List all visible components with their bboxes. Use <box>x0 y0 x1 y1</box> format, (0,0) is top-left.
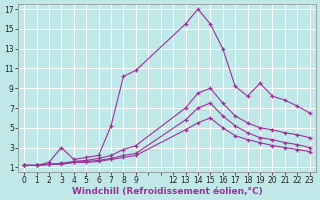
X-axis label: Windchill (Refroidissement éolien,°C): Windchill (Refroidissement éolien,°C) <box>72 187 262 196</box>
